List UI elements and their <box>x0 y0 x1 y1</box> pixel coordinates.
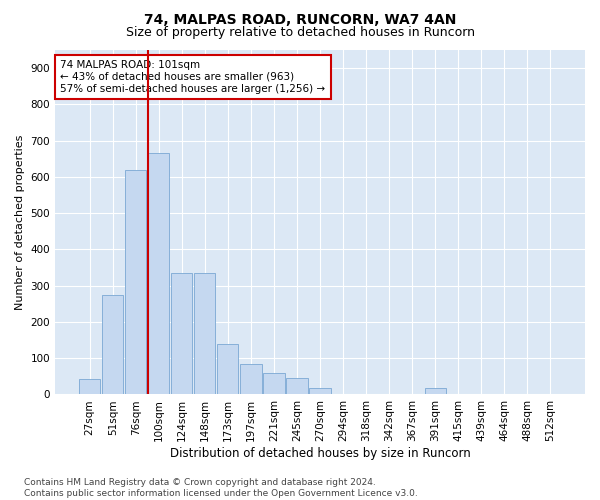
Text: 74, MALPAS ROAD, RUNCORN, WA7 4AN: 74, MALPAS ROAD, RUNCORN, WA7 4AN <box>144 12 456 26</box>
Y-axis label: Number of detached properties: Number of detached properties <box>15 134 25 310</box>
Bar <box>102 294 124 394</box>
Bar <box>310 388 331 394</box>
Bar <box>241 364 262 394</box>
Bar <box>286 378 308 394</box>
Bar <box>79 379 100 394</box>
Text: 74 MALPAS ROAD: 101sqm
← 43% of detached houses are smaller (963)
57% of semi-de: 74 MALPAS ROAD: 101sqm ← 43% of detached… <box>61 60 325 94</box>
Bar <box>171 273 193 394</box>
Text: Contains HM Land Registry data © Crown copyright and database right 2024.
Contai: Contains HM Land Registry data © Crown c… <box>24 478 418 498</box>
X-axis label: Distribution of detached houses by size in Runcorn: Distribution of detached houses by size … <box>170 447 470 460</box>
Bar <box>425 388 446 394</box>
Bar <box>148 154 169 394</box>
Bar <box>194 273 215 394</box>
Text: Size of property relative to detached houses in Runcorn: Size of property relative to detached ho… <box>125 26 475 39</box>
Bar <box>217 344 238 394</box>
Bar <box>125 170 146 394</box>
Bar <box>263 372 284 394</box>
